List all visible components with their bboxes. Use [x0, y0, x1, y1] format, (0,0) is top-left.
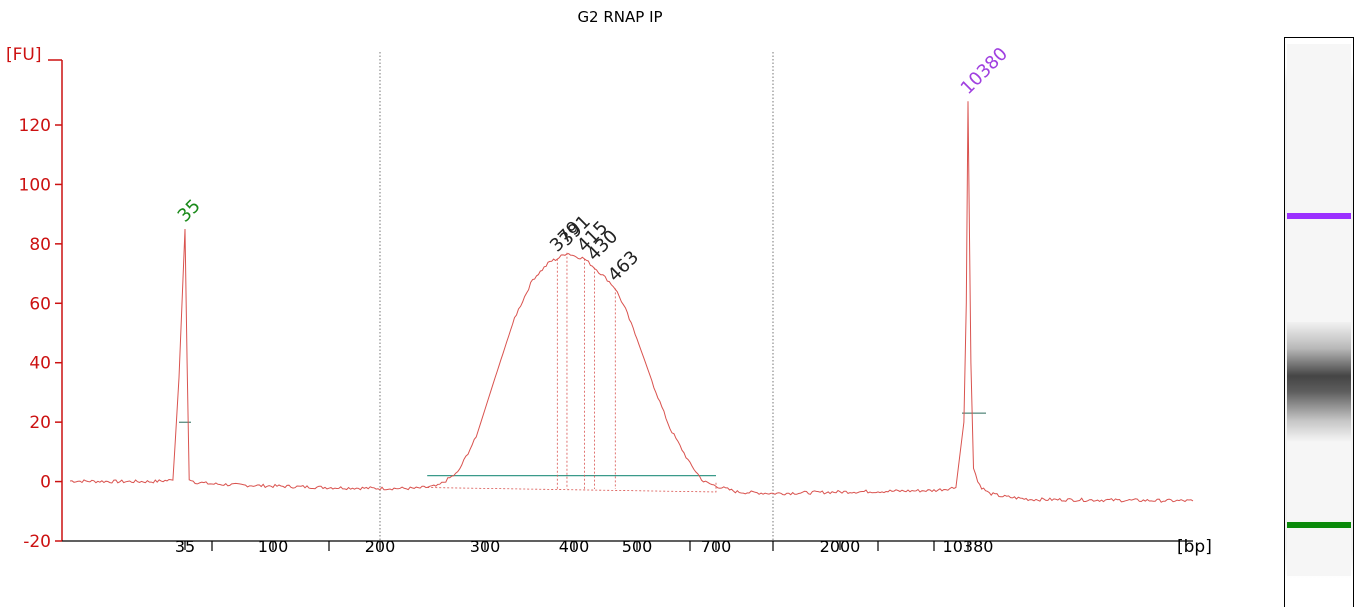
chart-title: G2 RNAP IP: [577, 8, 662, 26]
y-tick-label: 40: [29, 354, 51, 374]
electropherogram-chart: G2 RNAP IP [FU] [bp] -20020406080100120 …: [6, 8, 1212, 557]
x-tick-label: 10380: [943, 537, 994, 556]
x-tick-label: 35: [175, 537, 195, 556]
gel-smear: [1287, 322, 1351, 442]
gel-background: [1287, 44, 1351, 576]
trace-line: [69, 101, 1194, 503]
y-tick-label: 120: [19, 116, 51, 136]
y-tick-label: 0: [40, 473, 51, 493]
y-tick-label: 20: [29, 413, 51, 433]
gel-lower-marker-band: [1287, 522, 1351, 528]
x-tick-label: 700: [701, 537, 732, 556]
trace-group: [69, 101, 1194, 503]
gel-upper-marker-band: [1287, 213, 1351, 219]
smear-floor: [427, 481, 717, 493]
x-ticks-group: 35 100 200 300 400 500 700 2000 10380: [175, 537, 994, 556]
y-tick-label: 80: [29, 235, 51, 255]
y-tick-label: 100: [19, 175, 51, 195]
y-axis-label: [FU]: [6, 45, 42, 65]
x-tick-label: 200: [365, 537, 396, 556]
smear-region-group: [427, 475, 717, 493]
peak-markers-group: [179, 252, 986, 489]
gel-lane: [1284, 37, 1354, 607]
y-ticks-group: -20 0 20 40 60 80 100 120: [19, 116, 62, 552]
x-tick-label: 300: [470, 537, 501, 556]
peak-label: 35: [174, 195, 205, 226]
x-axis-label: [bp]: [1177, 537, 1212, 557]
x-tick-label: 400: [559, 537, 590, 556]
x-tick-label: 500: [622, 537, 653, 556]
region-lines-group: [379, 52, 774, 541]
axes-group: [48, 59, 1193, 542]
y-tick-label: 60: [29, 294, 51, 314]
x-tick-label: 100: [258, 537, 289, 556]
x-tick-label: 2000: [820, 537, 861, 556]
y-tick-label: -20: [23, 532, 51, 552]
peak-label: 10380: [957, 43, 1012, 98]
